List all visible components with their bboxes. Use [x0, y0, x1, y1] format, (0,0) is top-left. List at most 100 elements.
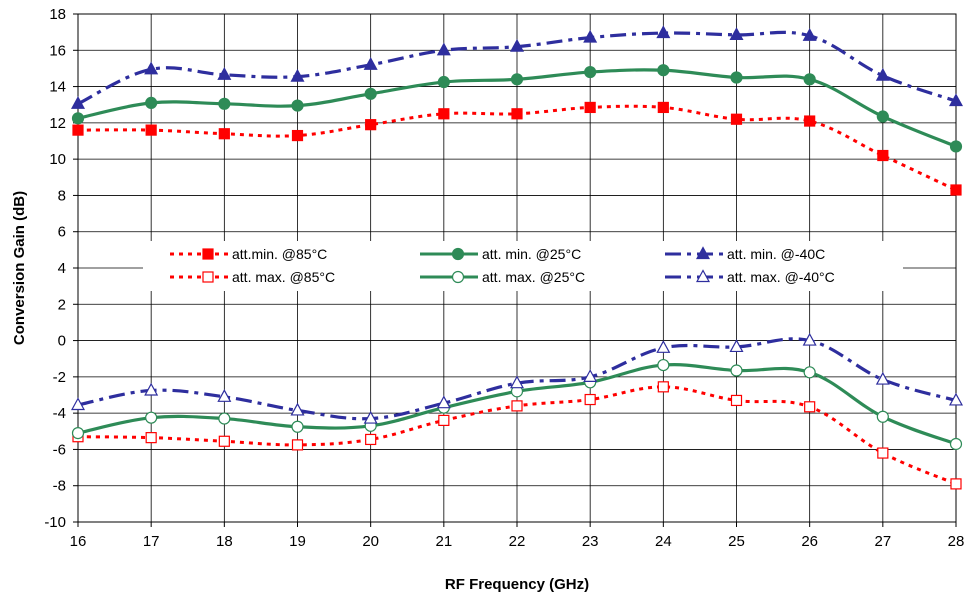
y-tick-label: 4 [58, 260, 66, 277]
data-point [877, 447, 889, 459]
x-tick-label: 28 [948, 533, 965, 550]
data-point [144, 382, 159, 396]
data-point [803, 73, 816, 86]
data-point [365, 433, 377, 446]
data-point [656, 340, 671, 353]
data-point [802, 28, 817, 41]
legend-label: att. max. @85°C [232, 269, 335, 285]
data-point [511, 400, 523, 412]
legend-label: att. min. @-40C [727, 246, 825, 262]
legend-label: att. min. @25°C [482, 246, 581, 262]
data-point [729, 27, 744, 40]
data-point [657, 64, 670, 77]
legend-label: att. max. @25°C [482, 269, 585, 285]
y-tick-label: 16 [49, 42, 66, 59]
data-point [363, 57, 378, 70]
y-axis-title: Conversion Gain (dB) [11, 191, 28, 345]
data-point [729, 339, 744, 353]
data-point [437, 75, 450, 89]
series-1 [72, 381, 962, 490]
data-point [804, 401, 816, 413]
y-tick-label: -8 [53, 478, 66, 495]
data-point [584, 393, 596, 406]
data-point [803, 366, 816, 379]
data-point [145, 96, 158, 110]
data-point [875, 67, 890, 81]
data-point [877, 149, 889, 162]
data-point [950, 184, 962, 196]
legend-item: att. max. @-40°C [665, 269, 835, 285]
legend-marker [202, 248, 214, 260]
data-point [291, 129, 304, 142]
data-point [145, 411, 158, 424]
y-tick-label: 0 [58, 333, 66, 350]
data-point [291, 420, 304, 433]
data-point [438, 108, 450, 120]
data-point [657, 101, 669, 114]
data-point [584, 65, 597, 79]
x-tick-label: 17 [143, 533, 160, 550]
series-3 [71, 358, 963, 451]
series-layer [70, 25, 964, 490]
x-tick-label: 20 [362, 533, 379, 550]
data-point [949, 140, 963, 153]
data-point [217, 389, 232, 402]
data-point [583, 369, 598, 382]
data-point [145, 124, 157, 136]
data-point [948, 392, 964, 406]
legend-marker [695, 269, 711, 283]
data-point [510, 73, 524, 86]
legend-item: att. min. @25°C [420, 246, 581, 262]
legend-item: att.min. @85°C [170, 246, 327, 262]
data-point [71, 427, 85, 440]
y-tick-label: -10 [44, 514, 66, 531]
y-tick-label: 14 [49, 79, 66, 96]
x-tick-label: 23 [582, 533, 599, 550]
data-point [72, 124, 84, 136]
data-point [70, 397, 86, 411]
x-tick-label: 25 [728, 533, 745, 550]
y-tick-label: 18 [49, 6, 66, 23]
data-point [583, 29, 598, 43]
data-point [144, 61, 159, 75]
data-point [730, 364, 743, 377]
data-point [509, 375, 525, 389]
data-point [730, 113, 743, 125]
x-tick-label: 16 [70, 533, 87, 550]
y-tick-label: -2 [53, 369, 66, 386]
data-point [657, 358, 670, 372]
data-point [511, 108, 523, 120]
legend: att.min. @85°C att. min. @25°C att. min. @… [143, 241, 903, 291]
data-point [218, 435, 230, 447]
data-point [802, 332, 817, 346]
y-tick-label: 2 [58, 296, 66, 313]
legend-box [143, 241, 903, 291]
legend-item: att. max. @85°C [170, 269, 335, 285]
y-tick-label: 10 [49, 151, 66, 168]
x-tick-label: 26 [801, 533, 818, 550]
data-point [290, 68, 305, 82]
data-point [364, 87, 377, 100]
data-point [291, 439, 304, 451]
data-point [656, 25, 671, 39]
legend-item: att. min. @-40C [665, 246, 825, 262]
y-tick-label: 8 [58, 187, 66, 204]
data-point [509, 38, 525, 52]
x-tick-label: 24 [655, 533, 672, 550]
x-tick-label: 19 [289, 533, 306, 550]
x-tick-label: 18 [216, 533, 233, 550]
data-point [876, 410, 889, 423]
data-point [584, 101, 596, 114]
y-axis-ticks: -10 -8 -6 -4 -2 0 2 4 6 8 10 12 14 16 18 [44, 6, 78, 531]
data-point [218, 97, 231, 110]
data-point [804, 115, 816, 127]
y-tick-label: 6 [58, 224, 66, 241]
data-point [730, 394, 743, 407]
legend-label: att.min. @85°C [232, 246, 327, 262]
series-4 [70, 25, 964, 109]
data-point [145, 432, 157, 444]
x-axis-ticks: 16 17 18 19 20 21 22 23 24 25 26 27 28 [70, 522, 965, 550]
data-point [657, 381, 669, 393]
